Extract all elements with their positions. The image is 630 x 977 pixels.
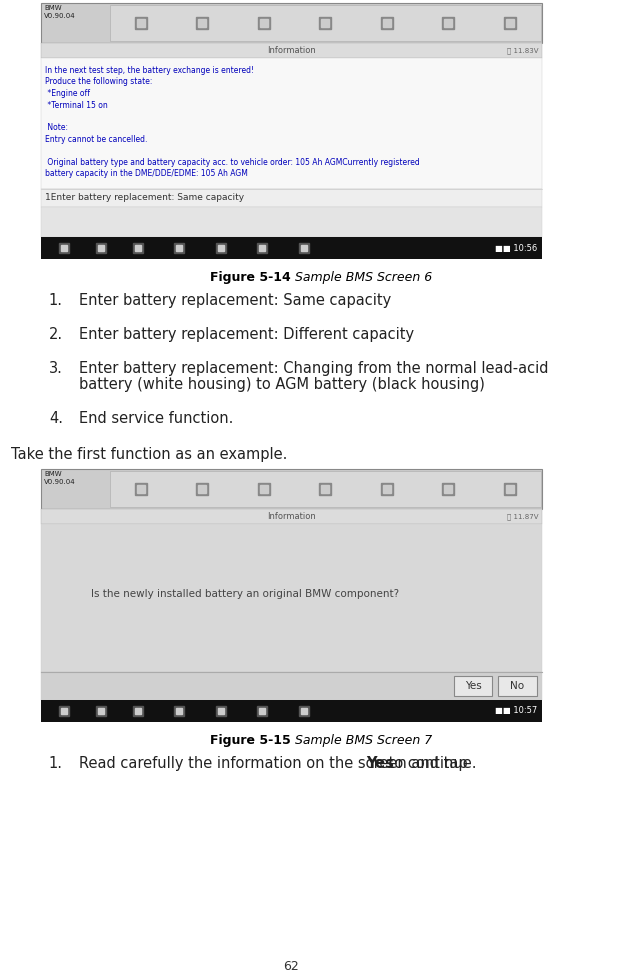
Text: Information: Information (267, 46, 316, 55)
Text: battery capacity in the DME/DDE/EDME: 105 Ah AGM: battery capacity in the DME/DDE/EDME: 10… (45, 169, 248, 179)
Text: Is the newly installed battery an original BMW component?: Is the newly installed battery an origin… (91, 589, 399, 599)
Text: 2.: 2. (49, 327, 63, 342)
Bar (41, 207, 542, 237)
Text: to continue.: to continue. (384, 756, 476, 771)
Text: Figure 5-14: Figure 5-14 (210, 271, 291, 284)
Bar (41, 43, 542, 58)
Text: Enter battery replacement: Same capacity: Enter battery replacement: Same capacity (79, 293, 392, 308)
Bar (498, 676, 537, 696)
Bar (41, 237, 542, 259)
Text: Information: Information (267, 512, 316, 521)
Text: ■■ 10:56: ■■ 10:56 (496, 243, 538, 252)
Bar (110, 471, 541, 507)
Bar (41, 700, 542, 722)
Text: ⎓ 11.83V: ⎓ 11.83V (507, 47, 539, 54)
Text: 4.: 4. (49, 411, 63, 426)
Text: In the next test step, the battery exchange is entered!: In the next test step, the battery excha… (45, 66, 255, 75)
Bar (41, 672, 542, 700)
Text: Yes: Yes (465, 681, 481, 691)
Text: 62: 62 (283, 960, 299, 973)
Text: Entry cannot be cancelled.: Entry cannot be cancelled. (45, 135, 147, 144)
Text: 1.: 1. (49, 293, 63, 308)
Text: 3.: 3. (49, 361, 63, 376)
Text: End service function.: End service function. (79, 411, 234, 426)
Bar (110, 5, 541, 41)
Text: Figure 5-15: Figure 5-15 (210, 734, 291, 747)
Text: BMW
V0.90.04: BMW V0.90.04 (44, 5, 76, 19)
Bar (41, 58, 542, 189)
Bar (454, 676, 493, 696)
Text: Enter battery replacement: Different capacity: Enter battery replacement: Different cap… (79, 327, 415, 342)
Text: ⎓ 11.87V: ⎓ 11.87V (507, 513, 539, 520)
Bar (41, 524, 542, 672)
Text: battery (white housing) to AGM battery (black housing): battery (white housing) to AGM battery (… (79, 377, 485, 392)
Text: *Terminal 15 on: *Terminal 15 on (45, 101, 108, 109)
Text: Take the first function as an example.: Take the first function as an example. (11, 447, 287, 462)
Text: Read carefully the information on the screen and tap: Read carefully the information on the sc… (79, 756, 472, 771)
Text: Sample BMS Screen 6: Sample BMS Screen 6 (291, 271, 432, 284)
Text: ■■ 10:57: ■■ 10:57 (496, 706, 538, 715)
Text: Note:: Note: (45, 123, 68, 133)
Text: Enter battery replacement: Changing from the normal lead-acid: Enter battery replacement: Changing from… (79, 361, 549, 376)
Bar (41, 189, 542, 207)
Text: BMW
V0.90.04: BMW V0.90.04 (44, 471, 76, 485)
Text: 1Enter battery replacement: Same capacity: 1Enter battery replacement: Same capacit… (45, 193, 244, 202)
Text: *Engine off: *Engine off (45, 89, 90, 98)
Text: Produce the following state:: Produce the following state: (45, 77, 152, 87)
Text: No: No (510, 681, 525, 691)
Bar (41, 469, 542, 509)
Bar (41, 509, 542, 524)
Text: Sample BMS Screen 7: Sample BMS Screen 7 (291, 734, 432, 747)
Text: Original battery type and battery capacity acc. to vehicle order: 105 Ah AGMCurr: Original battery type and battery capaci… (45, 158, 420, 167)
Bar (41, 3, 542, 43)
Text: Yes: Yes (366, 756, 394, 771)
Text: 1.: 1. (49, 756, 63, 771)
